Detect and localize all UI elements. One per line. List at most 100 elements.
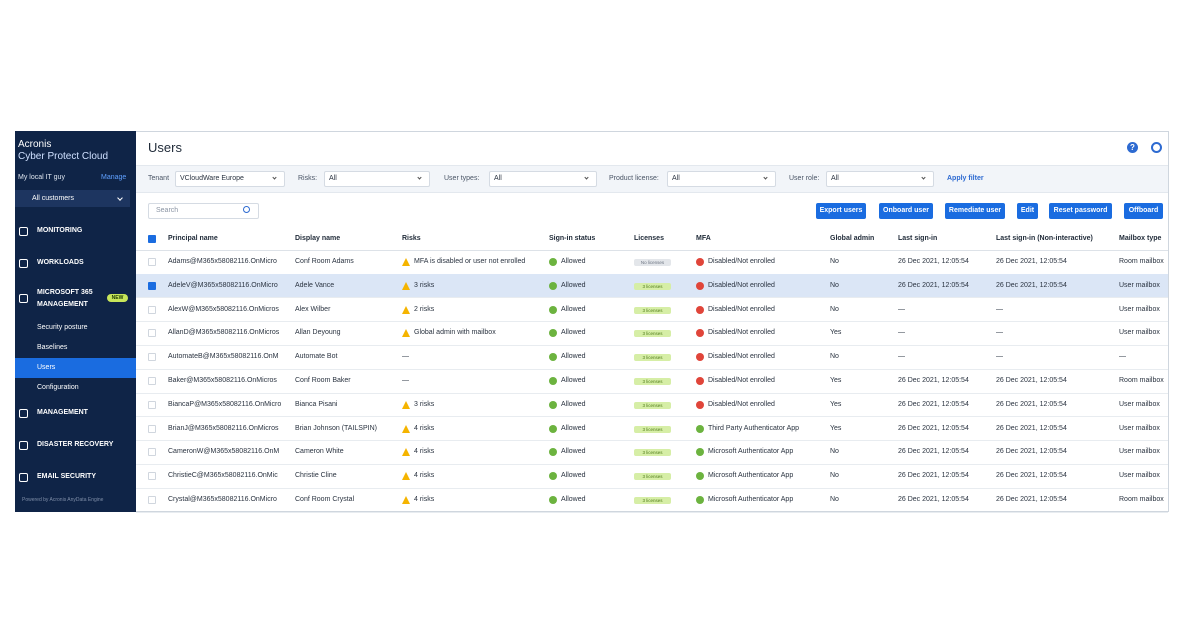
search-placeholder[interactable]: Search bbox=[156, 207, 179, 214]
filter-value[interactable]: All bbox=[672, 175, 680, 182]
nav-item[interactable]: MONITORING bbox=[37, 227, 83, 234]
table-cell: Crystal@M365x58082116.OnMicro bbox=[168, 496, 277, 503]
subnav-item[interactable]: Baselines bbox=[37, 344, 68, 351]
customer-select[interactable] bbox=[15, 190, 130, 207]
header-checkbox[interactable] bbox=[148, 235, 156, 243]
table-cell: Yes bbox=[830, 377, 842, 384]
filter-select[interactable] bbox=[667, 171, 776, 187]
action-button[interactable]: Edit bbox=[1017, 203, 1038, 219]
row-checkbox[interactable] bbox=[148, 424, 156, 433]
row-checkbox[interactable] bbox=[148, 281, 156, 290]
table-cell: Cameron White bbox=[295, 448, 344, 456]
table-cell: Brian Johnson (TAILSPIN) bbox=[295, 424, 377, 432]
row-divider bbox=[136, 297, 1168, 299]
row-divider bbox=[136, 321, 1168, 323]
tenant-name: My local IT guy bbox=[18, 174, 65, 181]
table-cell: — bbox=[996, 305, 1003, 313]
nav-item[interactable]: MICROSOFT 365 MANAGEMENT bbox=[37, 289, 93, 308]
table-cell: Disabled/Not enrolled bbox=[708, 353, 775, 361]
filter-bar bbox=[136, 165, 1168, 193]
manage-link[interactable]: Manage bbox=[101, 174, 127, 181]
nav-item[interactable]: WORKLOADS bbox=[37, 259, 84, 266]
row-checkbox[interactable] bbox=[148, 377, 156, 385]
table-cell: Allowed bbox=[561, 448, 586, 456]
customer-label[interactable]: All customers bbox=[32, 195, 75, 202]
column-header[interactable]: Principal name bbox=[168, 235, 218, 242]
filter-label: User types: bbox=[444, 175, 480, 182]
filter-select[interactable] bbox=[175, 171, 285, 187]
column-header[interactable]: Mailbox type bbox=[1119, 235, 1162, 242]
column-header[interactable]: Global admin bbox=[830, 235, 875, 242]
row-checkbox[interactable] bbox=[148, 329, 156, 338]
column-header[interactable]: Risks bbox=[402, 235, 421, 242]
help-icon[interactable]: ? bbox=[1127, 142, 1138, 153]
table-cell: Disabled/Not enrolled bbox=[708, 258, 775, 265]
status-icon bbox=[549, 281, 557, 290]
user-icon[interactable] bbox=[1151, 142, 1162, 153]
table-cell: AllanD@M365x58082116.OnMicros bbox=[168, 329, 280, 337]
row-checkbox[interactable] bbox=[148, 472, 156, 481]
table-cell: Allowed bbox=[561, 400, 586, 408]
filter-value[interactable]: All bbox=[329, 175, 337, 182]
row-checkbox[interactable] bbox=[148, 353, 156, 362]
row-checkbox[interactable] bbox=[148, 448, 156, 457]
column-header[interactable]: Last sign-in bbox=[898, 235, 938, 242]
filter-select[interactable] bbox=[324, 171, 430, 187]
nav-icon bbox=[19, 409, 28, 418]
filter-value[interactable]: All bbox=[831, 175, 839, 182]
table-cell: User mailbox bbox=[1119, 305, 1160, 313]
subnav-item[interactable]: Configuration bbox=[37, 384, 79, 391]
action-button[interactable]: Reset password bbox=[1049, 203, 1112, 219]
filter-value[interactable]: All bbox=[494, 175, 502, 182]
table-cell: Disabled/Not enrolled bbox=[708, 329, 775, 337]
table-cell: — bbox=[898, 353, 905, 361]
table-cell: 26 Dec 2021, 12:05:54 bbox=[898, 281, 969, 289]
table-cell: Alex Wilber bbox=[295, 305, 331, 313]
column-header[interactable]: Sign-in status bbox=[549, 235, 596, 242]
warning-icon bbox=[402, 472, 410, 481]
filter-select[interactable] bbox=[489, 171, 597, 187]
action-button[interactable]: Export users bbox=[816, 203, 866, 219]
action-button[interactable]: Onboard user bbox=[879, 203, 933, 219]
row-checkbox[interactable] bbox=[148, 305, 156, 314]
row-checkbox[interactable] bbox=[148, 258, 156, 266]
warning-icon bbox=[402, 329, 410, 338]
nav-item[interactable]: EMAIL SECURITY bbox=[37, 473, 96, 480]
filter-label: Product license: bbox=[609, 175, 659, 182]
action-button[interactable]: Offboard bbox=[1124, 203, 1163, 219]
row-checkbox[interactable] bbox=[148, 400, 156, 409]
table-cell: No bbox=[830, 448, 839, 456]
row-checkbox[interactable] bbox=[148, 496, 156, 504]
license-badge: 3 licenses bbox=[634, 473, 671, 481]
column-header[interactable]: Last sign-in (Non-interactive) bbox=[996, 235, 1093, 242]
search-box[interactable] bbox=[148, 203, 259, 219]
table-cell: User mailbox bbox=[1119, 448, 1160, 456]
license-badge: 3 licenses bbox=[634, 330, 671, 338]
table-cell: Yes bbox=[830, 424, 842, 432]
sidebar bbox=[15, 131, 136, 512]
row-divider bbox=[136, 487, 1168, 489]
license-badge: 3 licenses bbox=[634, 449, 671, 457]
column-header[interactable]: Display name bbox=[295, 235, 341, 242]
filter-select[interactable] bbox=[826, 171, 934, 187]
row-divider bbox=[136, 416, 1168, 418]
subnav-item[interactable]: Security posture bbox=[37, 324, 88, 331]
action-button[interactable]: Remediate user bbox=[945, 203, 1005, 219]
table-cell: Allowed bbox=[561, 258, 586, 265]
table-cell: 26 Dec 2021, 12:05:54 bbox=[996, 448, 1067, 456]
table-cell: 3 risks bbox=[414, 400, 435, 408]
nav-item[interactable]: MANAGEMENT bbox=[37, 409, 88, 416]
nav-icon bbox=[19, 227, 28, 236]
filter-value[interactable]: VCloudWare Europe bbox=[180, 175, 244, 182]
status-icon bbox=[549, 424, 557, 433]
table-cell: — bbox=[996, 329, 1003, 337]
subnav-item[interactable]: Users bbox=[37, 364, 56, 371]
apply-filter[interactable]: Apply filter bbox=[947, 175, 984, 182]
column-header[interactable]: Licenses bbox=[634, 235, 664, 242]
table-cell: Yes bbox=[830, 329, 842, 337]
table-cell: No bbox=[830, 305, 839, 313]
table-cell: Third Party Authenticator App bbox=[708, 424, 800, 432]
nav-item[interactable]: DISASTER RECOVERY bbox=[37, 441, 114, 448]
table-cell: 26 Dec 2021, 12:05:54 bbox=[996, 281, 1067, 289]
column-header[interactable]: MFA bbox=[696, 235, 711, 242]
